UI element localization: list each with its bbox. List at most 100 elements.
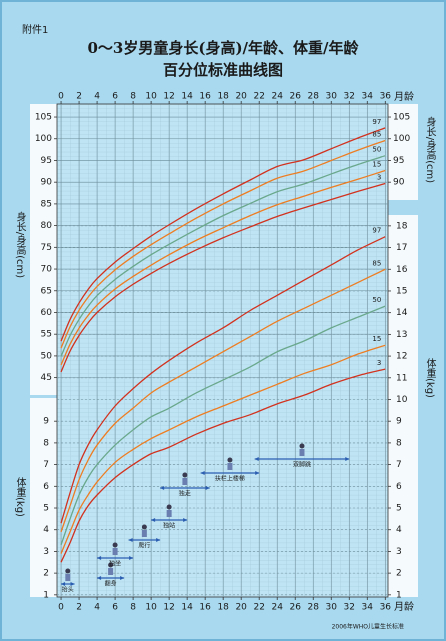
x-tick-label: 28 bbox=[308, 603, 320, 613]
y2-tick-label-left: 9 bbox=[43, 417, 49, 427]
percentile-curve bbox=[60, 169, 386, 366]
y-tick-label: 65 bbox=[41, 286, 52, 296]
y2-tick-label: 5 bbox=[396, 504, 402, 514]
x-tick-label: 14 bbox=[181, 92, 193, 102]
x-tick-label: 24 bbox=[271, 92, 283, 102]
series-label: 15 bbox=[372, 160, 381, 168]
percentile-curve bbox=[60, 155, 386, 357]
y-tick-label: 85 bbox=[41, 199, 52, 209]
right-weight-axis bbox=[388, 215, 418, 597]
y-tick-label-right: 100 bbox=[393, 134, 410, 144]
milestone-label: 抬头 bbox=[62, 586, 74, 594]
series-label: 50 bbox=[372, 296, 381, 304]
series-label: 50 bbox=[372, 146, 381, 154]
y2-tick-label: 10 bbox=[396, 395, 408, 405]
child-icon-body bbox=[299, 449, 305, 456]
x-tick-label: 2 bbox=[76, 603, 82, 613]
series-label: 3 bbox=[377, 359, 381, 367]
y-tick-label: 60 bbox=[41, 308, 53, 318]
y2-tick-label-left: 5 bbox=[43, 504, 49, 514]
percentile-curve bbox=[60, 127, 386, 342]
y2-tick-label-left: 4 bbox=[43, 525, 49, 535]
x-tick-label: 28 bbox=[308, 92, 320, 102]
percentile-curve bbox=[60, 139, 386, 349]
child-icon-body bbox=[166, 510, 172, 517]
x-tick-label: 20 bbox=[235, 603, 247, 613]
y-tick-label: 55 bbox=[41, 330, 52, 340]
milestone-label: 扶栏上楼梯 bbox=[215, 475, 245, 483]
x-tick-label: 6 bbox=[112, 92, 118, 102]
x-tick-label: 22 bbox=[253, 92, 264, 102]
child-icon-body bbox=[227, 463, 233, 470]
percentile-curve bbox=[60, 344, 386, 554]
y2-tick-label: 11 bbox=[396, 373, 407, 383]
x-tick-label: 4 bbox=[94, 603, 100, 613]
source-note: 2006年WHO儿童生长标准 bbox=[332, 623, 404, 631]
milestone-label: 双脚跳 bbox=[293, 461, 311, 469]
series-label: 85 bbox=[372, 259, 381, 267]
left-length-axis bbox=[30, 104, 57, 395]
y-tick-label: 105 bbox=[35, 113, 52, 123]
child-icon-head bbox=[227, 457, 233, 463]
y-tick-label: 70 bbox=[41, 265, 53, 275]
y2-tick-label-left: 1 bbox=[43, 590, 49, 600]
x-tick-label: 10 bbox=[145, 603, 157, 613]
arrow-head bbox=[151, 518, 188, 522]
x-tick-label: 20 bbox=[235, 92, 247, 102]
percentile-curve bbox=[60, 368, 386, 563]
y-tick-label: 50 bbox=[41, 351, 53, 361]
milestone-label: 翻身 bbox=[105, 580, 117, 588]
percentile-curve bbox=[60, 268, 386, 533]
x-tick-label: 32 bbox=[344, 603, 355, 613]
x-tick-label: 30 bbox=[326, 603, 338, 613]
y2-tick-label: 8 bbox=[396, 438, 402, 448]
child-icon-body bbox=[112, 548, 118, 555]
minor-grid bbox=[57, 104, 388, 597]
x-tick-label: 34 bbox=[362, 603, 374, 613]
y2-tick-label: 12 bbox=[396, 352, 407, 362]
y2-axis-label-right: 体重(kg) bbox=[424, 358, 436, 398]
y2-tick-label: 3 bbox=[396, 547, 402, 557]
x-tick-label: 6 bbox=[112, 603, 118, 613]
child-icon-body bbox=[182, 478, 188, 485]
y2-tick-label-left: 2 bbox=[43, 569, 49, 579]
x-tick-label: 10 bbox=[145, 92, 157, 102]
x-axis-label-top: 月龄 bbox=[394, 90, 414, 103]
x-tick-label: 8 bbox=[130, 603, 136, 613]
x-tick-label: 26 bbox=[290, 92, 302, 102]
child-icon-body bbox=[108, 568, 114, 575]
series-label: 3 bbox=[377, 173, 381, 181]
y2-tick-label-left: 7 bbox=[43, 460, 49, 470]
y-tick-label-right: 90 bbox=[393, 178, 405, 188]
y2-tick-label-left: 8 bbox=[43, 438, 49, 448]
y-tick-label: 100 bbox=[35, 134, 52, 144]
x-tick-label: 2 bbox=[76, 92, 82, 102]
x-tick-label: 18 bbox=[217, 603, 229, 613]
x-tick-label: 36 bbox=[380, 92, 392, 102]
child-icon-head bbox=[182, 472, 188, 478]
y2-tick-label: 4 bbox=[396, 525, 402, 535]
y-tick-label-right: 105 bbox=[393, 113, 410, 123]
y-axis-label: 身长/身高(cm) bbox=[14, 211, 26, 279]
arrow-head bbox=[61, 582, 75, 586]
milestone-label: 独站 bbox=[163, 522, 175, 530]
right-length-axis bbox=[388, 104, 418, 200]
milestone-label: 独走 bbox=[179, 490, 191, 498]
milestone-label: 爬行 bbox=[138, 542, 150, 550]
milestone-label: 独坐 bbox=[109, 560, 121, 568]
child-icon-body bbox=[65, 574, 71, 581]
x-tick-label: 8 bbox=[130, 92, 136, 102]
header-note: 附件1 bbox=[22, 23, 48, 36]
child-icon-head bbox=[108, 562, 114, 568]
percentile-curve bbox=[60, 305, 386, 546]
series-label: 85 bbox=[372, 130, 381, 138]
y-tick-label: 75 bbox=[41, 243, 52, 253]
y2-tick-label: 15 bbox=[396, 286, 407, 296]
y2-tick-label: 16 bbox=[396, 265, 408, 275]
x-tick-label: 30 bbox=[326, 92, 338, 102]
y2-tick-label: 2 bbox=[396, 569, 402, 579]
y-tick-label: 90 bbox=[41, 178, 53, 188]
y2-tick-label: 13 bbox=[396, 330, 407, 340]
x-tick-label: 14 bbox=[181, 603, 193, 613]
